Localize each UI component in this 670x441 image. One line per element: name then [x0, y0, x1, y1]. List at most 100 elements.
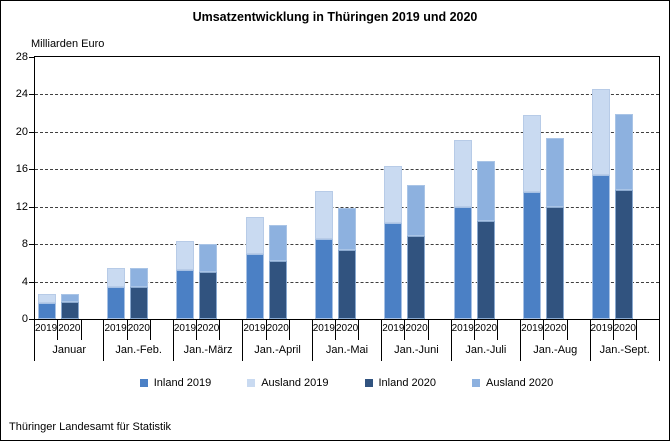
plot-area: 0 4 8 12 16 20 24 28: [16, 51, 660, 325]
bar-group-jan-m-rz: [174, 57, 243, 319]
legend-swatch: [139, 379, 148, 387]
y-axis-tick-label: 4: [21, 275, 28, 288]
bar-group-jan-juni: [382, 57, 451, 319]
stacked-bar-2019: [592, 57, 611, 319]
category-label: Jan.-Sept.: [599, 344, 650, 356]
y-axis-tick: [29, 206, 35, 208]
year-label: 2019: [382, 319, 406, 340]
year-label: 2019: [591, 319, 614, 340]
x-axis-group-jan-feb-: 2019 2020 Jan.-Feb.: [104, 319, 174, 361]
x-axis-group-januar: 2019 2020 Januar: [35, 319, 105, 361]
legend-label: Inland 2019: [153, 377, 212, 389]
bar-group-jan-juli: [451, 57, 520, 319]
bar-segment-ausland-2020: [476, 160, 495, 221]
x-axis-group-jan-mai: 2019 2020 Jan.-Mai: [313, 319, 383, 361]
legend-label: Ausland 2019: [261, 377, 329, 389]
y-axis-tick: [29, 131, 35, 133]
legend-label: Ausland 2020: [486, 377, 554, 389]
stacked-bar-2019: [245, 57, 264, 319]
x-axis-group-jan-juni: 2019 2020 Jan.-Juni: [382, 319, 452, 361]
stacked-bar-2020: [199, 57, 218, 319]
y-axis-tick: [29, 281, 35, 283]
bar-segment-inland-2020: [545, 206, 564, 319]
bar-segment-ausland-2020: [268, 225, 287, 261]
bar-segment-inland-2020: [407, 235, 426, 319]
stacked-bar-2019: [522, 57, 541, 319]
bar-segment-ausland-2019: [37, 293, 56, 304]
bar-segment-ausland-2020: [129, 268, 148, 288]
category-label: Januar: [52, 344, 87, 356]
bar-group-januar: [35, 57, 104, 319]
stacked-bar-2020: [615, 57, 634, 319]
x-axis-group-jan-m-rz: 2019 2020 Jan.-März: [174, 319, 244, 361]
year-label: 2019: [243, 319, 267, 340]
gridline: [35, 94, 659, 96]
bar-segment-inland-2019: [384, 222, 403, 319]
y-axis-tick-label: 24: [15, 88, 28, 101]
year-label: 2020: [475, 319, 499, 340]
bar-segment-inland-2019: [37, 303, 56, 319]
year-label: 2020: [336, 319, 360, 340]
bar-group-jan-mai: [312, 57, 381, 319]
y-axis-tick-label: 20: [15, 125, 28, 138]
year-label: 2020: [614, 319, 637, 340]
stacked-bar-2019: [176, 57, 195, 319]
bar-segment-ausland-2019: [384, 165, 403, 223]
y-axis-tick-label: 0: [21, 313, 28, 325]
bar-segment-ausland-2020: [615, 114, 634, 190]
year-label: 2020: [128, 319, 151, 340]
bar-segment-inland-2020: [129, 287, 148, 319]
stacked-bar-2019: [314, 57, 333, 319]
stacked-bar-2020: [60, 57, 79, 319]
legend: Inland 2019 Ausland 2019 Inland 2020 Auslan…: [34, 375, 659, 391]
category-label: Jan.-Juni: [394, 344, 439, 356]
y-axis-tick: [29, 319, 35, 320]
stacked-bar-2020: [268, 57, 287, 319]
y-axis-tick-label: 28: [15, 51, 28, 63]
stacked-bar-2019: [453, 57, 472, 319]
bar-segment-ausland-2020: [337, 207, 356, 250]
legend-item-ausland-2020: Ausland 2020: [472, 377, 553, 389]
bar-group-jan-aug: [520, 57, 589, 319]
legend-swatch: [364, 379, 373, 387]
year-label: 2020: [544, 319, 568, 340]
chart-title: Umsatzentwicklung in Thüringen 2019 und …: [192, 10, 478, 24]
x-axis-group-jan-april: 2019 2020 Jan.-April: [243, 319, 313, 361]
year-label: 2019: [104, 319, 128, 340]
category-label: Jan.-März: [183, 344, 233, 356]
stacked-bar-2020: [545, 57, 564, 319]
stacked-bar-2019: [37, 57, 56, 319]
category-label: Jan.-Mai: [325, 344, 369, 356]
bars-layer: [35, 57, 659, 319]
bar-segment-inland-2020: [268, 261, 287, 319]
bar-segment-ausland-2019: [314, 190, 333, 239]
bar-group-jan-feb-: [104, 57, 173, 319]
gridline: [35, 206, 659, 208]
y-axis-tick: [29, 94, 35, 96]
x-axis-group-jan-aug: 2019 2020 Jan.-Aug: [521, 319, 591, 361]
bar-segment-inland-2020: [199, 272, 218, 319]
stacked-bar-2019: [106, 57, 125, 319]
x-axis-group-jan-juli: 2019 2020 Jan.-Juli: [452, 319, 522, 361]
legend-swatch: [472, 379, 480, 387]
category-label: Jan.-Juli: [465, 344, 507, 356]
bar-segment-inland-2020: [337, 249, 356, 319]
y-axis-tick-label: 8: [21, 238, 28, 251]
legend-swatch: [247, 379, 256, 387]
y-axis-unit-label: Milliarden Euro: [31, 38, 105, 50]
bar-segment-ausland-2020: [407, 185, 426, 236]
y-axis-tick-label: 12: [15, 200, 28, 213]
bar-segment-ausland-2019: [522, 115, 541, 192]
year-label: 2020: [58, 319, 82, 340]
y-axis-tick: [29, 244, 35, 246]
year-label: 2019: [452, 319, 475, 340]
year-label: 2020: [405, 319, 429, 340]
bar-segment-inland-2019: [592, 174, 611, 319]
bar-segment-ausland-2019: [453, 140, 472, 207]
stacked-bar-2020: [129, 57, 148, 319]
category-label: Jan.-Feb.: [115, 344, 162, 356]
gridline: [35, 131, 659, 133]
bar-segment-inland-2020: [60, 302, 79, 319]
y-axis-tick: [29, 169, 35, 171]
